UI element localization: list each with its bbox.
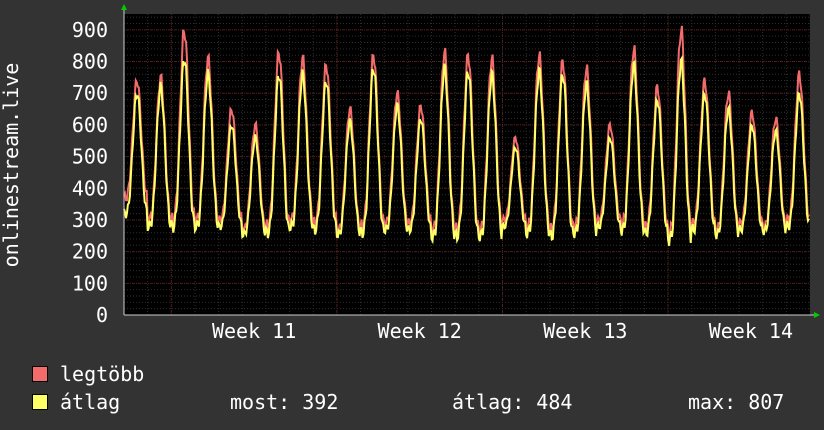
y-axis-arrow <box>121 4 127 10</box>
legend-swatch-max <box>32 366 48 382</box>
y-tick-label: 800 <box>72 50 108 74</box>
x-tick-label: Week 14 <box>709 319 793 343</box>
x-axis-arrow <box>814 312 820 318</box>
x-tick-label: Week 12 <box>378 319 462 343</box>
legend-item-avg: átlag <box>32 390 121 414</box>
y-tick-label: 500 <box>72 145 108 169</box>
legend-label-max: legtöbb <box>60 362 145 386</box>
y-tick-label: 0 <box>96 303 108 327</box>
y-tick-label: 900 <box>72 18 108 42</box>
stat-current: most: 392 <box>230 390 339 414</box>
stat-average: átlag: 484 <box>452 390 573 414</box>
y-tick-label: 200 <box>72 240 108 264</box>
stat-max: max: 807 <box>688 390 785 414</box>
series-line-avg <box>123 54 810 246</box>
y-tick-label: 700 <box>72 81 108 105</box>
y-axis-label: onlinestream.live <box>0 63 23 268</box>
x-tick-label: Week 11 <box>212 319 296 343</box>
legend-item-max: legtöbb <box>32 362 145 386</box>
y-tick-label: 300 <box>72 208 108 232</box>
chart: 0 100 200 300 400 500 600 700 800 900 Week 11 Week … <box>0 4 820 343</box>
y-tick-label: 600 <box>72 113 108 137</box>
y-tick-label: 400 <box>72 176 108 200</box>
y-tick-label: 100 <box>72 271 108 295</box>
x-tick-label: Week 13 <box>543 319 627 343</box>
legend-label-avg: átlag <box>60 390 121 414</box>
legend-swatch-avg <box>32 394 48 410</box>
